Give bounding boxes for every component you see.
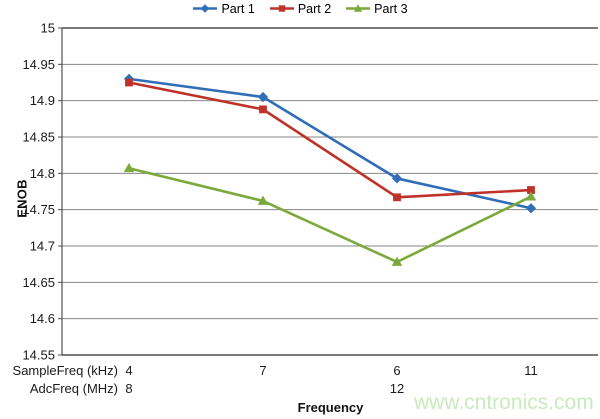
watermark-text: www.cntronics.com [414, 391, 594, 414]
x-tick-label: 7 [259, 363, 266, 378]
x-tick-label: 4 [125, 363, 132, 378]
x-row-label-adcfreq: AdcFreq (MHz) [30, 381, 118, 396]
legend-item-part-1: Part 1 [192, 1, 255, 16]
data-point-part-1 [525, 203, 537, 214]
y-tick-label: 15 [41, 21, 55, 36]
y-tick-label: 14.6 [30, 311, 55, 326]
legend-label: Part 1 [221, 1, 255, 16]
y-tick-label: 14.9 [30, 93, 55, 108]
square-legend-marker-icon [269, 5, 294, 12]
data-point-part-3 [257, 195, 269, 205]
chart-legend: Part 1 Part 2 Part 3 [0, 0, 600, 17]
y-tick-label: 14.95 [22, 57, 55, 72]
data-point-part-3 [391, 256, 403, 266]
series-line-part-1 [127, 77, 533, 210]
data-point-part-3 [123, 162, 135, 173]
data-point-part-1 [257, 91, 269, 103]
x-tick-label: 6 [393, 363, 400, 378]
x-tick-label: 11 [524, 363, 538, 378]
data-point-part-2 [393, 193, 401, 202]
y-tick-label: 14.85 [22, 130, 55, 145]
data-point-part-1 [391, 173, 403, 184]
y-tick-label: 14.8 [30, 166, 55, 181]
data-point-part-3 [525, 191, 537, 201]
y-tick-label: 14.7 [30, 239, 55, 254]
legend-label: Part 2 [297, 1, 332, 16]
diamond-legend-marker-icon [193, 4, 218, 13]
y-tick-label: 14.75 [22, 202, 55, 217]
x-tick-label: 12 [390, 381, 404, 396]
x-tick-label: 8 [125, 381, 132, 396]
data-point-part-2 [125, 78, 133, 87]
x-row-label-samplefreq: SampleFreq (kHz) [13, 363, 118, 378]
legend-label: Part 3 [374, 1, 408, 16]
y-tick-label: 14.65 [22, 275, 55, 290]
legend-item-part-3: Part 3 [345, 1, 408, 16]
data-point-part-2 [259, 105, 267, 114]
series-line-part-2 [127, 81, 533, 199]
series-line-part-3 [127, 166, 533, 264]
y-tick-label: 14.55 [22, 348, 55, 363]
legend-item-part-2: Part 2 [269, 2, 331, 16]
x-axis-title: Frequency [297, 400, 364, 415]
triangle-legend-marker-icon [346, 4, 371, 12]
